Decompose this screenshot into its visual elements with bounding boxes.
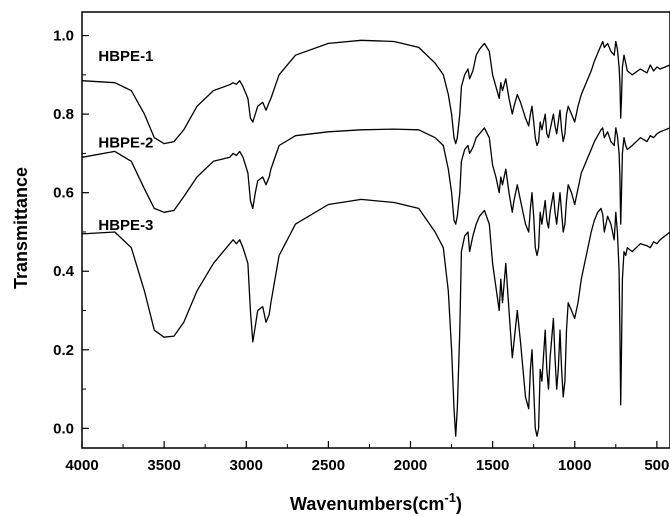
x-axis-title-superscript: -1 bbox=[444, 490, 456, 505]
series-line-hbpe-1 bbox=[81, 39, 670, 147]
x-tick-label: 3000 bbox=[230, 457, 263, 474]
x-tick-label: 1500 bbox=[476, 457, 509, 474]
y-tick-label: 0.8 bbox=[53, 106, 74, 123]
y-tick-label: 1.0 bbox=[53, 28, 74, 45]
plot-frame bbox=[81, 11, 670, 449]
y-tick-label: 0.6 bbox=[53, 185, 74, 202]
y-axis-title: Transmittance bbox=[11, 167, 31, 289]
y-tick-label: 0.2 bbox=[53, 342, 74, 359]
x-tick-label: 2000 bbox=[394, 457, 427, 474]
x-tick-label: 1000 bbox=[558, 457, 591, 474]
x-tick-label: 2500 bbox=[312, 457, 345, 474]
series-traces bbox=[81, 39, 670, 437]
x-axis-title-close: ) bbox=[456, 494, 462, 514]
x-tick-label: 4000 bbox=[65, 457, 98, 474]
x-axis-title: Wavenumbers(cm-1) bbox=[290, 490, 462, 514]
series-label-hbpe-1: HBPE-1 bbox=[98, 48, 153, 65]
x-axis-ticks: 4000 3500 3000 2500 2000 1500 1000 500 bbox=[65, 441, 669, 474]
series-label-hbpe-2: HBPE-2 bbox=[98, 135, 153, 152]
y-axis-ticks: 0.0 0.2 0.4 0.6 0.8 1.0 bbox=[53, 28, 89, 437]
series-line-hbpe-2 bbox=[81, 127, 670, 257]
y-tick-label: 0.4 bbox=[53, 263, 75, 280]
y-tick-label: 0.0 bbox=[53, 420, 74, 437]
series-line-hbpe-3 bbox=[81, 198, 670, 437]
series-labels: HBPE-1 HBPE-2 HBPE-3 bbox=[98, 48, 153, 234]
x-tick-label: 500 bbox=[644, 457, 669, 474]
x-tick-label: 3500 bbox=[147, 457, 180, 474]
x-axis-title-text: Wavenumbers(cm bbox=[290, 494, 444, 514]
series-label-hbpe-3: HBPE-3 bbox=[98, 217, 153, 234]
